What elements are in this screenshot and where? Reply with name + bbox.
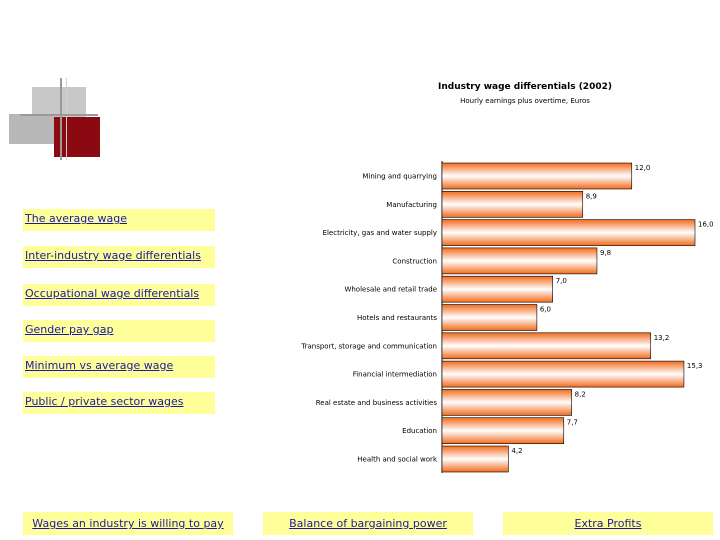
link-public-private-label: Public / private sector wages [25, 395, 184, 408]
link-average-wage-label: The average wage [25, 212, 127, 225]
value-label: 4,2 [511, 447, 522, 455]
bar-7 [441, 360, 685, 388]
value-label: 7,7 [567, 419, 578, 427]
decorative-vertical-line [60, 78, 62, 160]
bar-5 [441, 304, 538, 331]
link-bargaining-power-label: Balance of bargaining power [289, 517, 447, 530]
link-balance-of-bargaining-power[interactable]: Balance of bargaining power [263, 512, 473, 535]
bar-10 [441, 445, 509, 473]
bar-2 [441, 219, 696, 246]
link-public-private-sector-wages[interactable]: Public / private sector wages [23, 392, 215, 414]
bar-3 [441, 247, 598, 275]
link-inter-industry-label: Inter-industry wage differentials [25, 249, 201, 262]
link-average-wage[interactable]: The average wage [23, 209, 215, 231]
link-extra-profits-label: Extra Profits [574, 517, 642, 530]
link-inter-industry-wage-differentials[interactable]: Inter-industry wage differentials [23, 246, 215, 268]
category-label: Financial intermediation [353, 371, 437, 379]
link-gender-pay-gap[interactable]: Gender pay gap [23, 320, 215, 342]
category-label: Manufacturing [386, 201, 437, 209]
link-occupational-wage-differentials[interactable]: Occupational wage differentials [23, 284, 215, 306]
value-label: 9,8 [600, 249, 611, 257]
category-label: Transport, storage and communication [300, 342, 437, 350]
link-wages-industry-willing-to-pay[interactable]: Wages an industry is willing to pay [23, 512, 233, 535]
link-wages-industry-label: Wages an industry is willing to pay [32, 517, 224, 530]
link-gender-pay-gap-label: Gender pay gap [25, 323, 114, 336]
bar-4 [441, 275, 553, 303]
bar-8 [441, 389, 572, 416]
bar-9 [441, 417, 565, 445]
value-label: 15,3 [687, 362, 703, 370]
value-label: 6,0 [540, 306, 551, 314]
value-label: 16,0 [698, 221, 714, 229]
category-label: Construction [392, 257, 437, 265]
value-label: 8,2 [575, 390, 586, 398]
bar-1 [441, 191, 584, 218]
category-label: Electricity, gas and water supply [323, 229, 437, 237]
link-minimum-wage-label: Minimum vs average wage [25, 359, 174, 372]
value-label: 12,0 [635, 164, 651, 172]
link-occupational-label: Occupational wage differentials [25, 287, 200, 300]
category-label: Education [402, 427, 437, 435]
decorative-vertical-line-light [66, 78, 67, 160]
category-label: Real estate and business activities [316, 399, 438, 407]
category-label: Health and social work [357, 456, 438, 464]
link-extra-profits[interactable]: Extra Profits [503, 512, 713, 535]
decorative-darkgray-square [9, 114, 54, 144]
value-label: 8,9 [586, 192, 597, 200]
category-label: Hotels and restaurants [357, 314, 437, 322]
chart-title: Industry wage differentials (2002) [438, 82, 612, 92]
category-label: Wholesale and retail trade [344, 286, 437, 294]
chart-subtitle: Hourly earnings plus overtime, Euros [460, 97, 590, 105]
decorative-horizontal-line [20, 114, 98, 116]
value-label: 13,2 [654, 334, 670, 342]
bar-6 [441, 332, 652, 360]
category-label: Mining and quarrying [362, 173, 437, 181]
link-minimum-vs-average-wage[interactable]: Minimum vs average wage [23, 356, 215, 378]
bars-group: Mining and quarrying 12,0 Manufacturing 8,9… [300, 162, 714, 473]
bar-0 [441, 162, 633, 190]
value-label: 7,0 [556, 277, 567, 285]
